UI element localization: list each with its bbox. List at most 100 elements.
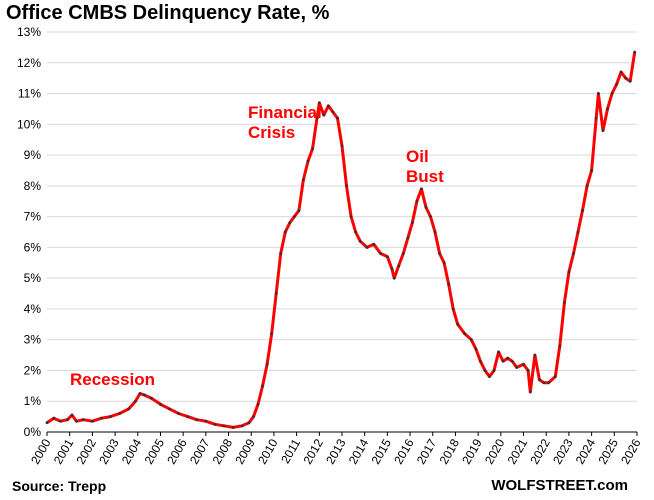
annotation-recession-text: Recession	[70, 370, 156, 389]
x-tick-label: 2020	[482, 436, 508, 466]
data-point	[410, 221, 414, 225]
data-point	[528, 390, 532, 394]
data-point	[127, 407, 131, 411]
data-point	[204, 419, 208, 423]
annotation-crisis-text: Crisis	[248, 123, 296, 142]
data-point	[297, 209, 301, 212]
data-point	[118, 412, 122, 415]
x-tick-label: 2011	[278, 436, 303, 466]
data-point	[538, 378, 541, 382]
data-point	[365, 245, 369, 249]
x-tick-label: 2010	[255, 436, 281, 466]
data-point	[306, 159, 310, 163]
data-point	[379, 252, 382, 255]
data-point	[601, 129, 605, 132]
data-point	[283, 230, 287, 234]
y-tick-label: 9%	[24, 148, 42, 162]
data-point	[70, 413, 74, 417]
data-point	[562, 301, 566, 305]
data-point	[488, 375, 491, 379]
data-point	[317, 101, 321, 105]
chart-title: Office CMBS Delinquency Rate, %	[6, 2, 330, 24]
data-point	[75, 419, 78, 423]
plot-area	[45, 50, 637, 429]
data-point	[497, 350, 500, 354]
data-point	[59, 419, 63, 423]
data-point	[415, 199, 419, 203]
data-point	[401, 252, 405, 255]
annotation-recession: Recession	[70, 370, 155, 390]
y-tick-label: 6%	[24, 240, 42, 254]
data-point	[256, 402, 260, 406]
data-point	[270, 332, 274, 335]
data-point	[633, 50, 637, 54]
x-tick-label: 2016	[391, 436, 417, 466]
data-point	[420, 187, 423, 191]
data-point	[442, 261, 446, 265]
y-tick-label: 13%	[17, 25, 41, 39]
data-point	[358, 239, 362, 243]
data-point	[581, 209, 584, 212]
data-point	[247, 421, 251, 425]
data-point	[553, 375, 557, 379]
data-point	[261, 384, 264, 388]
data-point	[438, 252, 441, 255]
data-point	[542, 381, 546, 385]
annotation-oil-bust: Oil Bust	[406, 147, 444, 187]
data-point	[45, 421, 49, 425]
y-tick-label: 4%	[24, 302, 42, 316]
data-point	[447, 282, 451, 286]
data-point	[265, 362, 269, 366]
x-tick-label: 2018	[437, 436, 463, 466]
y-tick-label: 2%	[24, 363, 42, 377]
data-point	[506, 356, 510, 360]
data-point	[372, 242, 376, 246]
data-point	[52, 416, 56, 420]
data-point	[610, 92, 614, 95]
data-point	[615, 82, 618, 86]
x-tick-label: 2014	[346, 436, 372, 466]
data-point	[315, 116, 319, 120]
data-point	[326, 104, 330, 108]
data-point	[515, 365, 519, 369]
y-tick-label: 7%	[24, 210, 42, 224]
data-point	[90, 419, 94, 423]
brand-label: WOLFSTREET.com	[491, 477, 628, 494]
data-point	[252, 415, 255, 419]
data-point	[392, 276, 396, 280]
x-tick-label: 2026	[618, 436, 644, 466]
data-point	[231, 425, 235, 429]
data-point	[292, 215, 296, 219]
data-point	[474, 347, 478, 351]
x-axis: 2000200120022003200420052006200720082009…	[28, 431, 644, 467]
y-tick-label: 5%	[24, 271, 42, 285]
x-tick-label: 2003	[96, 436, 122, 466]
y-tick-label: 0%	[24, 425, 42, 439]
data-point	[213, 422, 217, 426]
series-line	[46, 51, 637, 429]
data-point	[594, 116, 598, 120]
data-point	[533, 353, 537, 357]
data-point	[590, 169, 594, 172]
data-point	[134, 399, 137, 403]
data-point	[483, 369, 487, 372]
data-point	[558, 344, 562, 348]
data-point	[143, 393, 146, 397]
data-point	[186, 415, 190, 419]
data-point	[492, 369, 496, 372]
data-point	[159, 402, 162, 406]
data-point	[501, 359, 505, 363]
x-tick-label: 2022	[527, 436, 553, 466]
data-point	[585, 184, 589, 188]
y-tick-label: 1%	[24, 394, 42, 408]
x-tick-label: 2012	[300, 436, 326, 466]
data-point	[195, 418, 199, 422]
data-point	[606, 107, 609, 111]
x-tick-label: 2019	[459, 436, 485, 466]
y-tick-label: 12%	[17, 56, 41, 70]
data-point	[628, 79, 632, 83]
annotation-financial-crisis: Financial Crisis	[248, 103, 322, 143]
x-tick-label: 2001	[51, 436, 77, 466]
data-point	[597, 92, 600, 95]
